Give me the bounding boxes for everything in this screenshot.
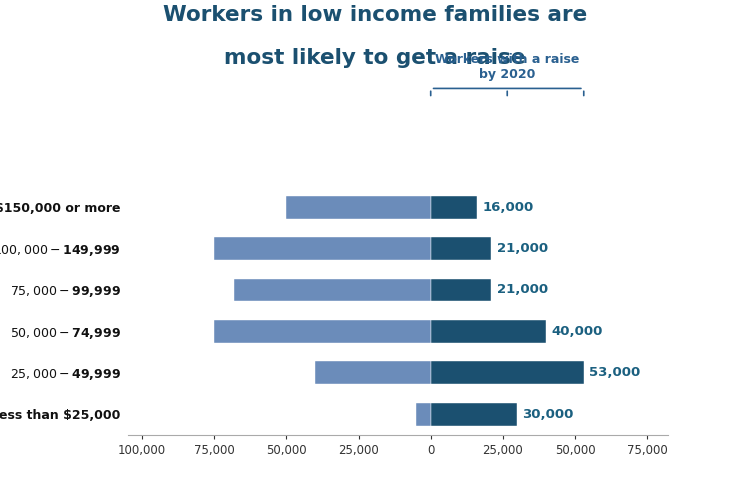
- Bar: [430, 196, 477, 218]
- Bar: [234, 279, 430, 302]
- Text: 53,000: 53,000: [589, 366, 640, 380]
- Bar: [430, 279, 491, 302]
- Text: most likely to get a raise: most likely to get a raise: [224, 48, 526, 68]
- Bar: [430, 237, 491, 260]
- Bar: [430, 361, 584, 384]
- Text: Workers in low income families are: Workers in low income families are: [163, 5, 587, 25]
- Text: 21,000: 21,000: [496, 283, 548, 296]
- Text: 21,000: 21,000: [496, 242, 548, 255]
- Text: 16,000: 16,000: [482, 201, 533, 214]
- Bar: [430, 403, 518, 426]
- Bar: [214, 320, 430, 343]
- Bar: [430, 320, 546, 343]
- Text: Workers with a raise
by 2020: Workers with a raise by 2020: [435, 53, 580, 81]
- Bar: [315, 361, 430, 384]
- Bar: [286, 196, 430, 218]
- Text: 40,000: 40,000: [551, 325, 603, 338]
- Bar: [416, 403, 430, 426]
- Text: 30,000: 30,000: [523, 408, 574, 421]
- Bar: [214, 237, 430, 260]
